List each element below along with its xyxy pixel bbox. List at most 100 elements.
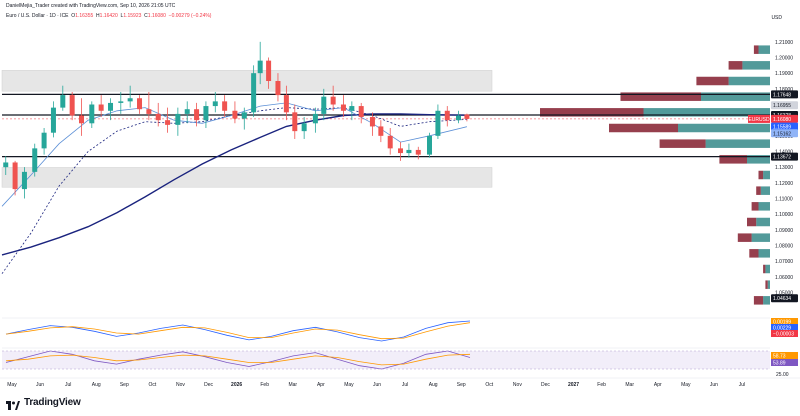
candle-body-15 — [146, 109, 152, 114]
x-tick-label: Jul — [402, 382, 408, 388]
candle-body-22 — [212, 101, 218, 107]
candle-body-18 — [175, 113, 181, 125]
ohlc-low-label: L — [120, 13, 124, 19]
symbol-name: Euro / U.S. Dollar · 1D · ICE — [6, 13, 69, 19]
profile-up-12 — [751, 233, 770, 242]
candle-body-10 — [98, 104, 104, 111]
candle-body-49 — [464, 114, 470, 119]
x-tick-label: Aug — [92, 382, 101, 388]
candle-body-4 — [41, 132, 47, 149]
price-tag-text-8: 1.04634 — [773, 296, 791, 302]
x-axis: May Jun Jul Aug Sep Oct Nov Dec 2026 Feb Mar Apr May… — [0, 377, 800, 388]
rsi-series-0 — [5, 350, 471, 370]
x-tick-label: Jun — [36, 382, 44, 388]
macd-series-1 — [5, 322, 471, 340]
candle-body-26 — [251, 73, 257, 113]
candle-body-25 — [241, 112, 247, 119]
y-tick-label: 1.10000 — [775, 212, 793, 218]
macd-tag-bg-0 — [771, 318, 798, 325]
profile-down-11 — [747, 217, 757, 227]
price-tag-bg-5 — [771, 122, 798, 131]
candle-body-36 — [340, 104, 346, 111]
x-tick-label: Nov — [513, 382, 522, 388]
rsi-band — [2, 351, 770, 369]
zones — [1, 70, 493, 188]
rsi-tick-label: 25.00 — [776, 372, 789, 378]
x-tick-label: Apr — [654, 382, 662, 388]
profile-down-15 — [765, 280, 768, 289]
candle-body-44 — [415, 149, 421, 155]
candle-body-16 — [155, 113, 161, 121]
y-tick-label: 1.13000 — [775, 165, 793, 171]
indicator-pane-rsi: 25.00 — [2, 347, 789, 378]
zone-0 — [1, 70, 493, 92]
candle-body-31 — [292, 112, 298, 132]
profile-up-8 — [763, 170, 770, 180]
candle-body-40 — [378, 126, 384, 136]
candle-body-21 — [203, 106, 209, 121]
x-tick-label: Nov — [176, 382, 185, 388]
profile-down-12 — [737, 233, 752, 242]
x-tick-label: Dec — [204, 382, 213, 388]
candle-body-42 — [397, 148, 403, 154]
price-tag-bg-6 — [771, 129, 798, 138]
profile-down-14 — [763, 264, 766, 274]
x-tick-label: Sep — [120, 382, 129, 388]
x-tick-label: Jul — [65, 382, 71, 388]
profile-down-5 — [609, 123, 678, 133]
candle-body-38 — [358, 106, 364, 118]
profile-up-2 — [728, 76, 770, 86]
moving-averages — [1, 102, 467, 274]
macd-tag-bg-1 — [771, 324, 798, 331]
x-tick-label: Feb — [597, 382, 606, 388]
y-tick-label: 1.05000 — [775, 291, 793, 297]
y-tick-label: 1.09000 — [775, 228, 793, 234]
symbol-info: Euro / U.S. Dollar · 1D · ICE O1.16355 H… — [6, 13, 211, 19]
candle-body-11 — [108, 102, 114, 111]
profile-down-6 — [659, 139, 706, 148]
y-tick-label: 1.08000 — [775, 244, 793, 250]
price-tag-bg-0 — [771, 90, 798, 99]
author-line: DanielMejia_Trader created with TradingV… — [6, 3, 176, 9]
profile-up-5 — [678, 123, 770, 133]
y-axis: 1.210001.200001.190001.180001.160001.150… — [775, 40, 793, 297]
candle-body-14 — [137, 98, 143, 110]
macd-tag-text-0: 0.00199 — [773, 320, 791, 326]
macd-tag-text-2: −0.00003 — [773, 332, 794, 338]
candle-body-23 — [222, 101, 228, 111]
candle-body-48 — [455, 115, 461, 121]
candle-body-24 — [232, 110, 238, 119]
price-tag-text-6: 1.15162 — [773, 131, 791, 137]
profile-up-16 — [763, 296, 770, 305]
macd-series-0 — [5, 320, 471, 342]
profile-up-15 — [767, 280, 770, 289]
price-tag-text-7: 1.13672 — [773, 155, 791, 161]
ohlc-change: −0.00279 (−0.24%) — [168, 13, 212, 19]
candle-body-43 — [406, 149, 412, 154]
x-tick-label: May — [681, 382, 691, 388]
candle-body-35 — [330, 96, 336, 105]
profile-down-10 — [751, 202, 759, 211]
y-tick-label: 1.12000 — [775, 181, 793, 187]
candle-body-29 — [275, 81, 281, 96]
y-tick-label: 1.19000 — [775, 71, 793, 77]
candle-body-9 — [89, 104, 95, 124]
y-tick-label: 1.14000 — [775, 150, 793, 156]
candle-body-27 — [257, 60, 263, 74]
candle-body-28 — [266, 60, 272, 81]
candles — [3, 41, 470, 199]
price-tag-text-5: 1.15589 — [773, 125, 791, 131]
candle-body-39 — [369, 117, 375, 127]
currency-label: USD — [771, 15, 782, 21]
ohlc-high: 1.16420 — [99, 13, 118, 19]
profile-up-1 — [742, 61, 770, 70]
y-tick-label: 1.11000 — [775, 197, 793, 203]
candle-body-17 — [165, 120, 171, 125]
candle-body-34 — [321, 96, 327, 114]
tradingview-logo: TradingView — [6, 397, 81, 410]
profile-up-6 — [705, 139, 770, 148]
profile-down-8 — [758, 170, 764, 180]
ohlc-close: 1.16080 — [147, 13, 166, 19]
candle-body-8 — [79, 115, 85, 124]
